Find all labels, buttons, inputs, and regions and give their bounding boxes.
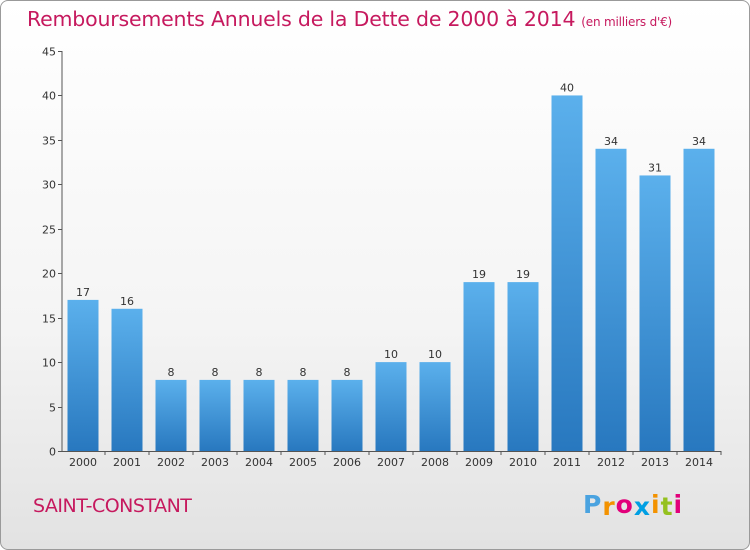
bar <box>67 299 99 451</box>
y-tick-label: 30 <box>42 179 56 192</box>
x-tick-label: 2009 <box>465 456 493 469</box>
x-tick-label: 2012 <box>597 456 625 469</box>
x-tick-label: 2011 <box>553 456 581 469</box>
data-label: 34 <box>604 135 618 148</box>
y-tick-label: 0 <box>49 446 56 459</box>
bar <box>551 95 583 451</box>
y-tick-label: 10 <box>42 357 56 370</box>
data-label: 31 <box>648 161 662 174</box>
bar <box>683 148 715 451</box>
data-label: 19 <box>472 268 486 281</box>
bar <box>243 379 275 451</box>
logo-letter: r <box>602 492 616 521</box>
x-tick-label: 2001 <box>113 456 141 469</box>
x-tick-label: 2003 <box>201 456 229 469</box>
bar <box>595 148 627 451</box>
chart-subtitle: (en milliers d'€) <box>581 15 673 29</box>
x-tick-label: 2013 <box>641 456 669 469</box>
x-tick-label: 2002 <box>157 456 185 469</box>
data-label: 16 <box>120 295 134 308</box>
chart-title-text: Remboursements Annuels de la Dette de 20… <box>27 7 576 31</box>
logo-letter: i <box>673 490 684 519</box>
data-label: 34 <box>692 135 706 148</box>
data-label: 8 <box>212 366 219 379</box>
data-label: 17 <box>76 286 90 299</box>
data-label: 8 <box>168 366 175 379</box>
bar <box>287 379 319 451</box>
x-tick-label: 2014 <box>685 456 713 469</box>
x-tick-label: 2005 <box>289 456 317 469</box>
y-tick-label: 35 <box>42 135 56 148</box>
logo-letter: x <box>633 492 651 521</box>
bar <box>639 175 671 451</box>
data-label: 19 <box>516 268 530 281</box>
logo-letter: P <box>583 490 603 519</box>
data-label: 40 <box>560 81 574 94</box>
y-tick-label: 15 <box>42 313 56 326</box>
y-tick-label: 5 <box>49 402 56 415</box>
data-label: 10 <box>384 348 398 361</box>
bar <box>331 379 363 451</box>
x-tick-label: 2004 <box>245 456 273 469</box>
city-name: SAINT-CONSTANT <box>33 495 192 517</box>
bar <box>155 379 187 451</box>
x-tick-label: 2000 <box>69 456 97 469</box>
data-label: 8 <box>300 366 307 379</box>
y-tick-label: 45 <box>42 46 56 59</box>
y-tick-label: 20 <box>42 268 56 281</box>
x-tick-label: 2008 <box>421 456 449 469</box>
y-tick-label: 40 <box>42 90 56 103</box>
bar <box>463 282 495 451</box>
bar <box>419 362 451 451</box>
x-tick-label: 2010 <box>509 456 537 469</box>
bar <box>507 282 539 451</box>
data-label: 10 <box>428 348 442 361</box>
proxiti-logo: Proxiti <box>583 490 684 521</box>
data-label: 8 <box>344 366 351 379</box>
logo-letter: i <box>651 490 661 519</box>
logo-letter: t <box>660 492 674 521</box>
data-label: 8 <box>256 366 263 379</box>
chart-title: Remboursements Annuels de la Dette de 20… <box>27 7 672 31</box>
bar <box>199 379 231 451</box>
logo-letter: o <box>615 490 634 519</box>
x-tick-label: 2007 <box>377 456 405 469</box>
x-tick-label: 2006 <box>333 456 361 469</box>
bar <box>111 308 143 451</box>
bar <box>375 362 407 451</box>
y-tick-label: 25 <box>42 224 56 237</box>
